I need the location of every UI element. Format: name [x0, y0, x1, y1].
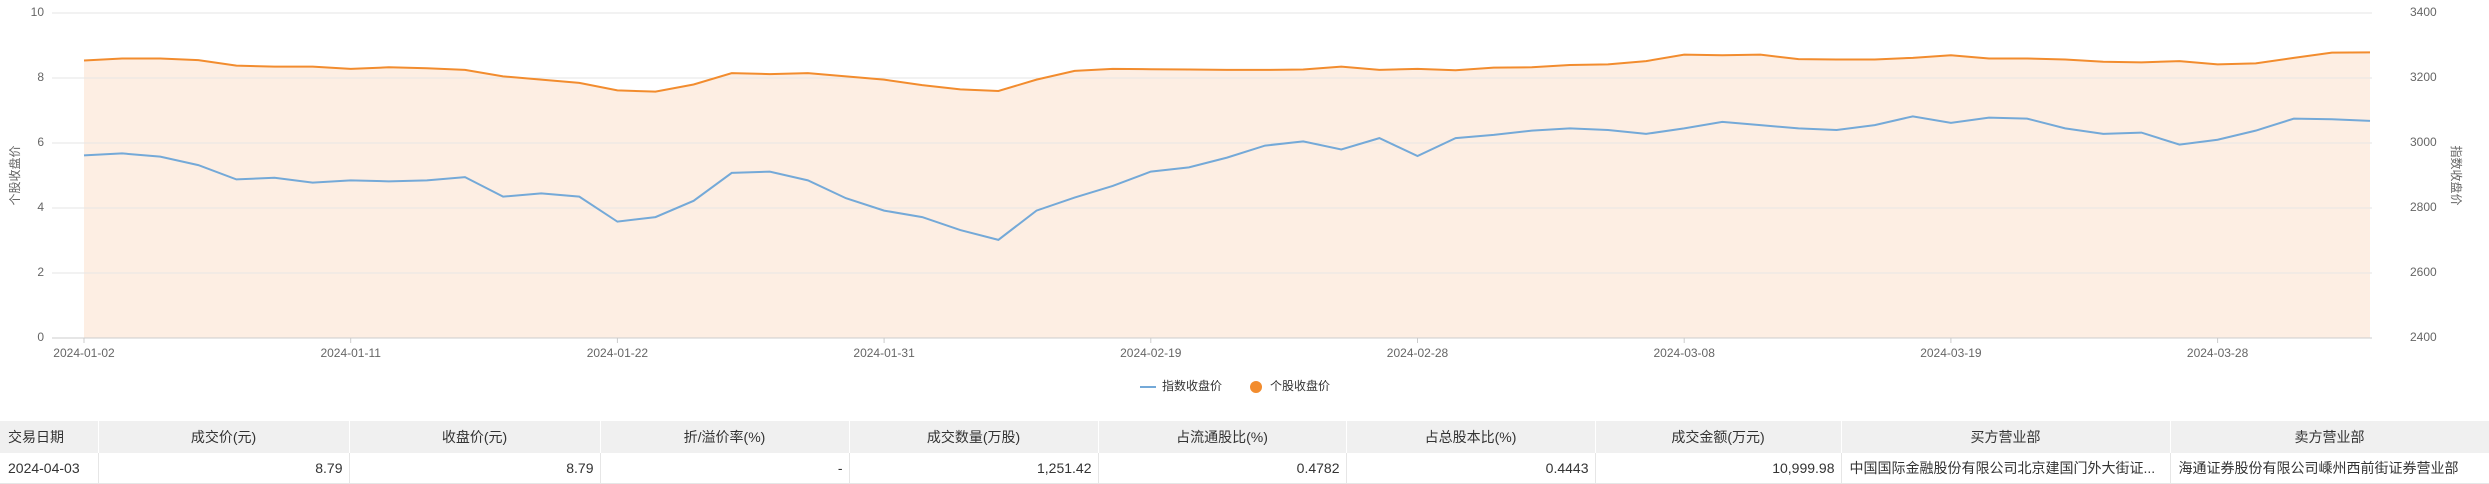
x-tick-label: 2024-01-02	[53, 346, 115, 360]
x-tick-label: 2024-01-31	[853, 346, 915, 360]
table-cell: 中国国际金融股份有限公司北京建国门外大街证...	[1841, 453, 2171, 484]
y2-tick-label: 3400	[2410, 5, 2437, 19]
y2-tick-label: 2400	[2410, 330, 2437, 344]
header-cell: 折/溢价率(%)	[600, 421, 850, 453]
x-tick-label: 2024-03-19	[1920, 346, 1982, 360]
header-cell: 买方营业部	[1841, 421, 2171, 453]
y2-tick-label: 2800	[2410, 200, 2437, 214]
y-tick-label: 10	[31, 5, 45, 19]
header-cell: 收盘价(元)	[349, 421, 601, 453]
y-tick-label: 6	[37, 135, 44, 149]
table-cell: 2024-04-03	[0, 453, 99, 484]
table-cell: 8.79	[98, 453, 350, 484]
y-tick-label: 2	[37, 265, 44, 279]
legend-label: 指数收盘价	[1162, 378, 1222, 393]
header-cell: 占总股本比(%)	[1346, 421, 1596, 453]
x-tick-label: 2024-03-28	[2187, 346, 2249, 360]
table-cell: 1,251.42	[849, 453, 1099, 484]
x-tick-label: 2024-02-19	[1120, 346, 1182, 360]
trade-table: 交易日期 成交价(元) 收盘价(元) 折/溢价率(%) 成交数量(万股) 占流通股比(%)…	[0, 421, 2489, 484]
header-cell: 占流通股比(%)	[1098, 421, 1347, 453]
legend-swatch	[1250, 381, 1263, 393]
header-cell: 成交金额(万元)	[1595, 421, 1842, 453]
header-cell: 成交价(元)	[98, 421, 350, 453]
table-row: 2024-04-03 8.79 8.79-1,251.42 0.4782 0.4443 1…	[0, 453, 2489, 484]
header-cell: 成交数量(万股)	[849, 421, 1099, 453]
x-tick-label: 2024-01-11	[320, 346, 381, 360]
legend-label: 个股收盘价	[1270, 378, 1330, 393]
x-tick-label: 2024-02-28	[1387, 346, 1449, 360]
y-tick-label: 4	[37, 200, 44, 214]
y-tick-label: 0	[37, 330, 44, 344]
table-cell: 0.4782	[1098, 453, 1347, 484]
y-axis-title: 个股收盘价	[7, 145, 22, 205]
series-line	[83, 51, 2371, 93]
area	[84, 52, 2370, 338]
y2-tick-label: 2600	[2410, 265, 2437, 279]
y2-tick-label: 3000	[2410, 135, 2437, 149]
header-cell: 交易日期	[0, 421, 99, 453]
table-cell: -	[600, 453, 850, 484]
y-tick-label: 8	[37, 70, 44, 84]
table-cell: 海通证券股份有限公司嵊州西前街证券营业部	[2170, 453, 2489, 484]
header-cell: 卖方营业部	[2170, 421, 2489, 453]
x-tick-label: 2024-01-22	[587, 346, 649, 360]
x-tick-label: 2024-03-08	[1654, 346, 1716, 360]
y2-axis-title: 指数收盘价	[2449, 145, 2464, 205]
series-line	[83, 115, 2371, 241]
table-cell: 10,999.98	[1595, 453, 1842, 484]
y2-tick-label: 3200	[2410, 70, 2437, 84]
table-cell: 8.79	[349, 453, 601, 484]
table-cell: 0.4443	[1346, 453, 1596, 484]
